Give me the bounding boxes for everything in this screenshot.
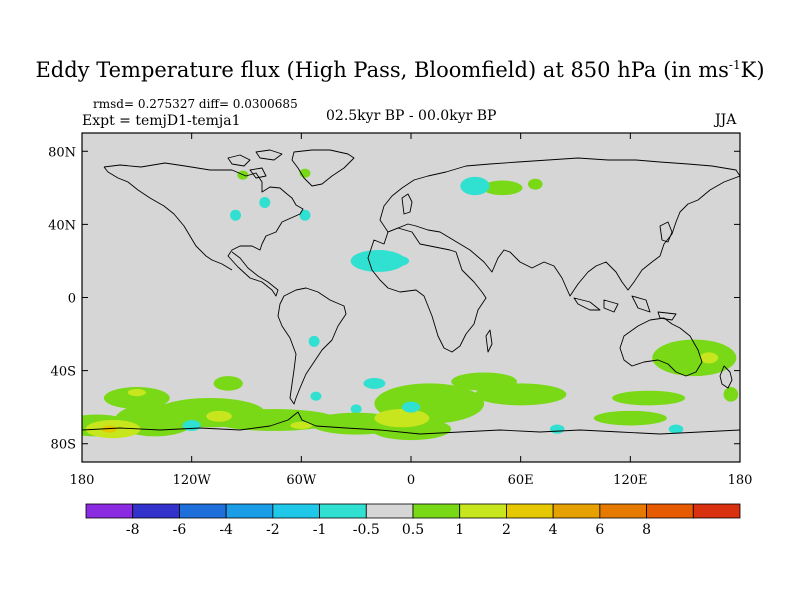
colorbar-swatch-7	[365, 503, 414, 519]
colorbar-label-2: -6	[173, 522, 187, 538]
coast-madagascar	[485, 329, 493, 353]
y-tick-label-1: 80N	[48, 145, 76, 160]
anomaly-region-9	[259, 196, 271, 208]
anomaly-region-11	[308, 335, 320, 347]
coast-greenland	[291, 149, 355, 187]
colorbar-swatch-13	[646, 503, 694, 519]
anomaly-region-36	[290, 421, 313, 430]
coast-south-america	[277, 287, 347, 405]
anomaly-region-21	[103, 387, 170, 409]
colorbar-label-11: 6	[595, 522, 604, 538]
colorbar-swatch-12	[599, 503, 647, 519]
colorbar-swatch-14	[692, 503, 741, 519]
x-tick-label-4: 0	[407, 473, 415, 488]
anomaly-region-2	[460, 176, 490, 196]
anomaly-region-33	[102, 425, 117, 433]
colorbar-label-5: -1	[313, 522, 327, 538]
colorbar-label-4: -2	[266, 522, 280, 538]
colorbar-swatch-5	[272, 503, 320, 519]
anomaly-region-18	[723, 387, 739, 402]
colorbar-label-3: -4	[219, 522, 233, 538]
period-label: 02.5kyr BP - 00.0kyr BP	[326, 108, 497, 124]
colorbar-swatch-8	[412, 503, 461, 519]
anomaly-region-39	[401, 401, 421, 413]
anomaly-region-28	[451, 372, 518, 391]
colorbar-swatch-3	[179, 503, 227, 519]
colorbar-swatch-1	[85, 503, 134, 519]
stats-label: rmsd= 0.275327 diff= 0.0300685	[93, 97, 298, 111]
colorbar-swatch-4	[225, 503, 274, 519]
coast-north-america-west	[103, 166, 233, 271]
colorbar-swatch-11	[552, 503, 601, 519]
coast-eurasia	[379, 157, 740, 297]
coast-uk	[401, 193, 413, 215]
colorbar-label-7: 0.5	[402, 522, 424, 538]
anomaly-region-10	[299, 209, 311, 221]
anomaly-region-16	[652, 339, 737, 377]
x-tick-label-2: 120W	[173, 473, 212, 488]
colorbar-swatch-6	[319, 503, 367, 519]
coast-arctic-islands	[227, 149, 283, 179]
anomaly-region-12	[310, 391, 322, 401]
anomaly-region-15	[668, 424, 684, 434]
anomaly-region-30	[593, 410, 667, 426]
colorbar: -8 -6 -4 -2 -1 -0.5 0.5 1 2 4 6 8	[85, 503, 741, 538]
anomaly-region-14	[549, 424, 565, 434]
x-tick-label-3: 60W	[286, 473, 317, 488]
y-tick-label-3: 0	[68, 292, 76, 307]
x-tick-label-6: 120E	[613, 473, 647, 488]
anomaly-region-5	[383, 255, 410, 267]
y-tick-label-5: 80S	[51, 438, 76, 453]
anomaly-region-17	[699, 352, 719, 364]
anomaly-region-31	[213, 376, 243, 391]
colorbar-label-12: 8	[642, 522, 651, 538]
anomaly-region-13	[350, 404, 362, 414]
colorbar-swatch-10	[506, 503, 554, 519]
coast-north-america	[103, 162, 304, 297]
colorbar-label-9: 2	[502, 522, 511, 538]
x-tick-label-5: 60E	[508, 473, 534, 488]
anomaly-region-8	[230, 209, 242, 221]
coast-europe-africa	[367, 227, 487, 353]
anomaly-region-37	[374, 408, 430, 428]
anomaly-region-4	[350, 249, 406, 272]
coast-australia	[619, 317, 703, 377]
anomaly-region-29	[612, 390, 686, 406]
y-tick-label-4: 40S	[51, 365, 76, 380]
y-tick-label-2: 40N	[48, 218, 76, 233]
anomaly-region-38	[182, 419, 201, 431]
anomaly-region-34	[206, 410, 232, 422]
anomaly-region-35	[127, 388, 146, 397]
x-tick-label-7: 180	[728, 473, 753, 488]
coastlines	[82, 149, 740, 435]
colorbar-swatch-2	[132, 503, 180, 519]
anomaly-region-1	[482, 180, 523, 196]
anomaly-region-3	[527, 178, 543, 190]
season-label: JJA	[715, 112, 737, 128]
anomaly-field-layer	[82, 168, 739, 441]
colorbar-label-6: -0.5	[353, 522, 380, 538]
colorbar-label-8: 1	[455, 522, 464, 538]
map-title: Eddy Temperature flux (High Pass, Bloomf…	[35, 58, 765, 82]
colorbar-label-1: -8	[126, 522, 140, 538]
colorbar-swatch-9	[459, 503, 507, 519]
coast-japan	[659, 221, 673, 243]
anomaly-region-40	[363, 377, 386, 389]
coast-antarctica	[82, 411, 740, 435]
experiment-label: Expt = temjD1-temja1	[82, 113, 241, 129]
colorbar-label-10: 4	[549, 522, 558, 538]
x-tick-label-1: 180	[70, 473, 95, 488]
axis-ticks: 180 120W 60W 0 60E 120E 180 80N 40N 0 40S 80S	[48, 133, 752, 488]
coast-new-zealand	[719, 365, 733, 389]
coast-indonesia	[573, 295, 677, 321]
